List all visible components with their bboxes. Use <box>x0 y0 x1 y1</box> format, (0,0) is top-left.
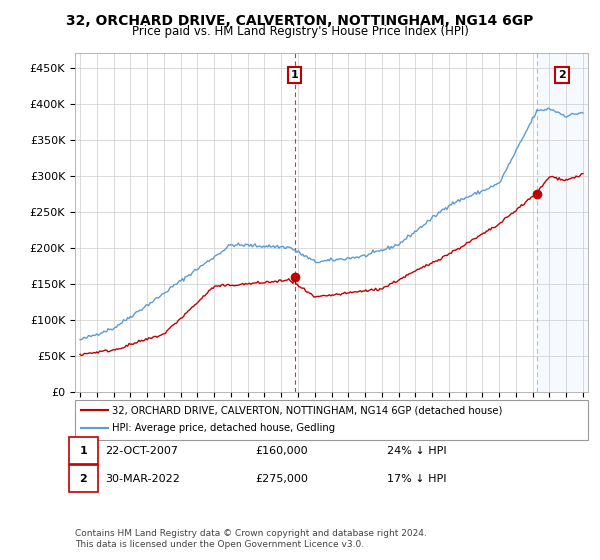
Text: 17% ↓ HPI: 17% ↓ HPI <box>387 474 446 484</box>
Text: 1: 1 <box>291 70 298 80</box>
Text: 24% ↓ HPI: 24% ↓ HPI <box>387 446 446 456</box>
Text: 32, ORCHARD DRIVE, CALVERTON, NOTTINGHAM, NG14 6GP: 32, ORCHARD DRIVE, CALVERTON, NOTTINGHAM… <box>67 14 533 28</box>
Text: £160,000: £160,000 <box>255 446 308 456</box>
Text: 22-OCT-2007: 22-OCT-2007 <box>105 446 178 456</box>
Text: 2: 2 <box>558 70 566 80</box>
Text: 32, ORCHARD DRIVE, CALVERTON, NOTTINGHAM, NG14 6GP (detached house): 32, ORCHARD DRIVE, CALVERTON, NOTTINGHAM… <box>112 405 503 416</box>
Text: £275,000: £275,000 <box>255 474 308 484</box>
Text: Contains HM Land Registry data © Crown copyright and database right 2024.
This d: Contains HM Land Registry data © Crown c… <box>75 529 427 549</box>
Text: 2: 2 <box>80 474 87 484</box>
Text: 1: 1 <box>80 446 87 456</box>
Bar <box>537 53 588 392</box>
Text: 30-MAR-2022: 30-MAR-2022 <box>105 474 180 484</box>
Text: Price paid vs. HM Land Registry's House Price Index (HPI): Price paid vs. HM Land Registry's House … <box>131 25 469 38</box>
Text: HPI: Average price, detached house, Gedling: HPI: Average price, detached house, Gedl… <box>112 423 335 433</box>
